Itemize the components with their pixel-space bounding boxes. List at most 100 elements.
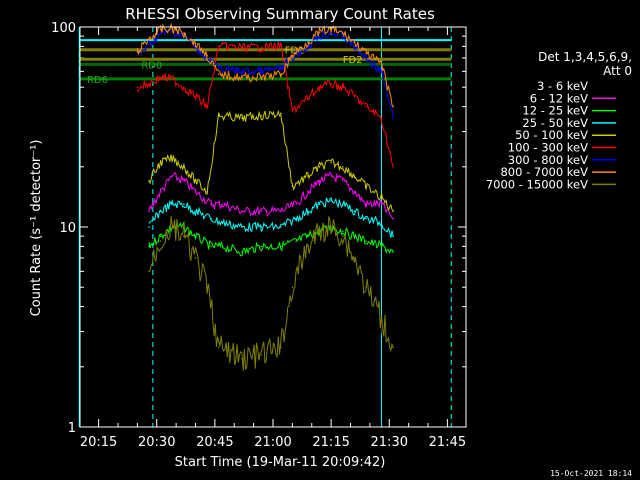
data-point-4-3 <box>183 165 185 168</box>
flag-label-fd2: FD2 <box>343 55 363 66</box>
data-point-8-14 <box>341 235 344 237</box>
data-point-1-10 <box>295 203 298 206</box>
data-point-8-12 <box>318 230 321 233</box>
series-1 <box>148 171 394 220</box>
data-point-5-1 <box>148 82 150 85</box>
data-point-6-18 <box>380 70 383 73</box>
data-point-7-9 <box>260 76 263 79</box>
data-point-0-11 <box>307 286 309 289</box>
data-point-5-6 <box>206 105 208 108</box>
data-point-2-8 <box>260 245 263 248</box>
data-point-1-2 <box>171 175 174 177</box>
data-point-3-3 <box>183 203 185 206</box>
series-line-4 <box>148 109 394 212</box>
legend-entry-label-1: 6 - 12 keV <box>530 91 588 105</box>
data-point-5-2 <box>159 76 162 79</box>
data-point-2-7 <box>241 251 243 253</box>
data-point-6-10 <box>279 67 282 70</box>
data-point-2-4 <box>194 235 197 237</box>
data-point-2-9 <box>279 245 282 248</box>
data-point-3-18 <box>392 235 394 237</box>
data-point-1-1 <box>159 190 162 193</box>
legend-entry-label-3: 25 - 50 keV <box>522 116 588 130</box>
data-point-2-0 <box>148 245 150 248</box>
series-5 <box>136 40 394 168</box>
data-point-5-16 <box>353 95 356 98</box>
data-point-1-6 <box>221 203 224 206</box>
data-point-6-1 <box>148 43 150 46</box>
series-line-1 <box>148 171 394 220</box>
series-line-3 <box>148 196 394 238</box>
data-point-7-12 <box>307 41 309 43</box>
data-point-0-13 <box>330 240 332 242</box>
data-point-5-11 <box>291 110 294 112</box>
data-point-1-8 <box>260 210 263 212</box>
data-point-4-13 <box>330 161 332 164</box>
data-point-7-6 <box>206 54 208 57</box>
data-point-3-13 <box>330 200 332 202</box>
series-line-8 <box>148 216 394 371</box>
data-point-7-5 <box>194 42 197 44</box>
y-axis-label: Count Rate (s⁻¹ detector⁻¹) <box>29 140 44 317</box>
data-point-1-12 <box>318 180 321 182</box>
data-point-0-2 <box>171 245 174 248</box>
data-point-5-5 <box>194 95 197 98</box>
legend-entry-label-6: 300 - 800 keV <box>508 153 588 167</box>
data-point-4-0 <box>148 180 150 182</box>
data-point-8-6 <box>217 346 220 349</box>
legend-header-line2: Att 0 <box>603 64 632 78</box>
x-tick-label-4: 21:15 <box>312 435 349 450</box>
data-point-5-12 <box>307 97 309 100</box>
data-point-1-0 <box>148 210 150 212</box>
data-point-6-13 <box>318 35 321 37</box>
data-point-4-1 <box>159 161 162 164</box>
data-point-4-2 <box>171 157 174 160</box>
data-point-1-13 <box>330 175 332 177</box>
series-line-0 <box>148 228 394 369</box>
data-point-7-4 <box>183 32 185 35</box>
data-point-7-19 <box>392 105 394 108</box>
data-point-1-7 <box>241 210 243 212</box>
legend-entry-label-2: 12 - 25 keV <box>522 104 588 118</box>
x-axis-label: Start Time (19-Mar-11 20:09:42) <box>175 455 386 470</box>
data-point-3-8 <box>260 226 263 228</box>
data-point-3-16 <box>365 217 367 220</box>
data-point-3-15 <box>353 210 356 212</box>
data-point-3-4 <box>194 210 197 212</box>
data-point-8-1 <box>159 240 162 242</box>
data-point-0-8 <box>260 336 263 339</box>
data-point-1-4 <box>194 190 197 193</box>
data-point-6-17 <box>365 57 367 59</box>
data-point-6-15 <box>341 35 344 37</box>
series-line-2 <box>148 220 394 257</box>
legend-header-line1: Det 1,3,4,5,6,9, <box>538 50 632 64</box>
data-point-4-5 <box>206 190 208 193</box>
data-point-8-2 <box>171 226 174 228</box>
data-point-3-12 <box>318 203 321 206</box>
data-point-5-19 <box>392 165 394 168</box>
data-point-1-17 <box>380 203 383 206</box>
data-point-5-8 <box>241 46 243 49</box>
legend-entry-label-5: 100 - 300 keV <box>508 141 588 155</box>
data-point-7-17 <box>365 52 367 54</box>
data-point-6-7 <box>217 67 220 70</box>
data-point-7-11 <box>291 54 294 57</box>
data-point-0-10 <box>295 317 298 319</box>
data-point-7-10 <box>279 73 282 76</box>
data-point-8-8 <box>260 353 263 356</box>
series-2 <box>148 220 394 257</box>
data-point-7-15 <box>341 32 344 35</box>
data-point-7-2 <box>159 28 162 31</box>
data-point-8-4 <box>194 257 197 259</box>
data-point-6-9 <box>260 70 263 73</box>
data-point-7-7 <box>217 73 220 76</box>
legend-entry-label-0: 3 - 6 keV <box>537 79 588 93</box>
data-point-8-15 <box>353 257 356 259</box>
data-point-3-2 <box>171 203 174 206</box>
data-point-4-18 <box>392 210 394 212</box>
data-point-0-14 <box>341 257 344 259</box>
chart-title: RHESSI Observing Summary Count Rates <box>125 5 435 23</box>
x-tick-label-2: 20:45 <box>196 435 233 450</box>
data-point-0-4 <box>198 317 201 319</box>
data-point-0-15 <box>353 286 356 289</box>
